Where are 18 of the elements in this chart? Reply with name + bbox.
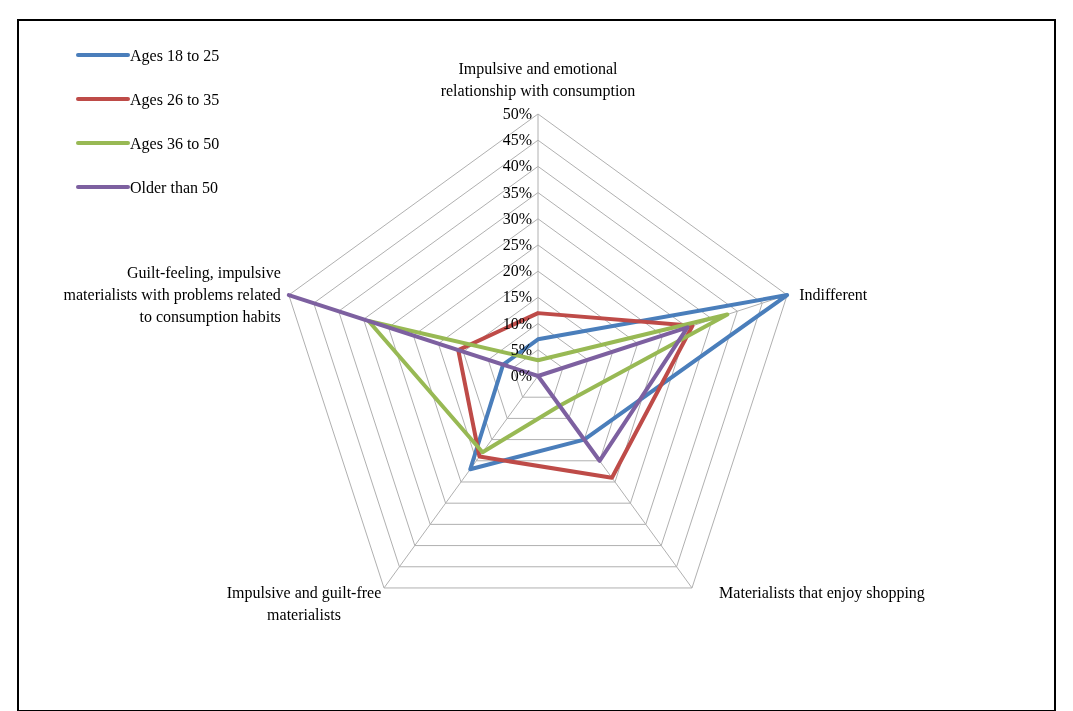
spoke-label: Guilt-feeling, impulsive materialists with problems related to consumption habits (63, 264, 281, 327)
y-tick-label: 30% (502, 209, 532, 227)
y-tick-label: 25% (502, 236, 532, 253)
legend-label: Ages 26 to 35 (130, 91, 220, 109)
spoke-label: Indifferent (799, 286, 868, 304)
y-tick-label: 40% (502, 157, 532, 175)
y-tick-label: 20% (502, 262, 532, 280)
legend-label: Ages 18 to 25 (130, 47, 220, 65)
y-tick-label: 0% (510, 367, 532, 384)
y-tick-label: 50% (502, 105, 532, 122)
legend-label: Ages 36 to 50 (130, 135, 220, 153)
y-tick-label: 35% (502, 183, 532, 201)
y-tick-label: 15% (502, 288, 532, 306)
spoke-label: Materialists that enjoy shopping (719, 583, 925, 602)
y-tick-label: 45% (502, 131, 532, 149)
spoke-label: Impulsive and guilt-free materialists (226, 583, 382, 623)
legend-label: Older than 50 (130, 179, 218, 196)
spoke-label: Impulsive and emotional relationship with consumption (440, 60, 636, 100)
